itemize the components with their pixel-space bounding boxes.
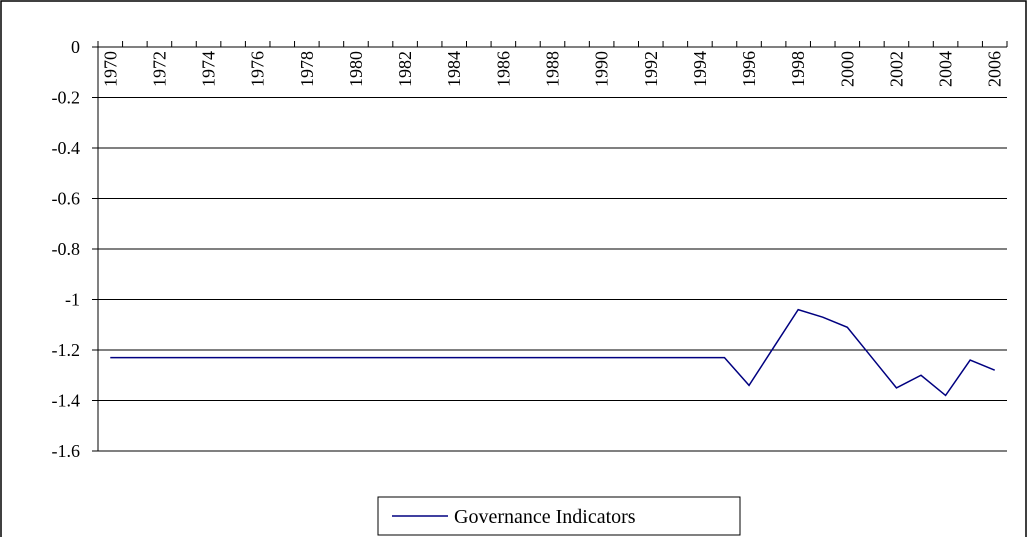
y-tick-label: -1.6 <box>52 441 81 461</box>
x-tick-label: 1976 <box>248 51 268 87</box>
x-tick-label: 1988 <box>543 51 563 87</box>
x-tick-label: 2000 <box>837 51 857 87</box>
data-line <box>110 308 996 397</box>
y-tick-label: -0.4 <box>52 138 81 158</box>
x-tick-label: 1980 <box>346 51 366 87</box>
x-tick-label: 2004 <box>936 51 956 87</box>
y-tick-label: -0.2 <box>52 88 81 108</box>
x-tick-label: 1982 <box>395 51 415 87</box>
x-tick-label: 1998 <box>788 51 808 87</box>
x-tick-label: 2006 <box>985 51 1005 87</box>
y-tick-label: -1.2 <box>52 340 81 360</box>
x-tick-label: 1984 <box>444 51 464 87</box>
x-tick-label: 1996 <box>739 51 759 87</box>
y-tick-label: -0.6 <box>52 189 81 209</box>
x-tick-label: 1972 <box>149 51 169 87</box>
x-tick-label: 1978 <box>297 51 317 87</box>
y-tick-label: -1.4 <box>52 391 81 411</box>
y-tick-label: -1 <box>65 290 80 310</box>
y-tick-label: -0.8 <box>52 239 81 259</box>
y-tick-label: 0 <box>71 37 80 57</box>
legend-label: Governance Indicators <box>454 506 636 528</box>
x-tick-label: 1970 <box>100 51 120 87</box>
x-tick-label: 1992 <box>641 51 661 87</box>
x-tick-label: 1986 <box>493 51 513 87</box>
x-tick-label: 2002 <box>886 51 906 87</box>
x-tick-label: 1990 <box>592 51 612 87</box>
x-tick-label: 1994 <box>690 51 710 87</box>
x-tick-label: 1974 <box>199 51 219 87</box>
